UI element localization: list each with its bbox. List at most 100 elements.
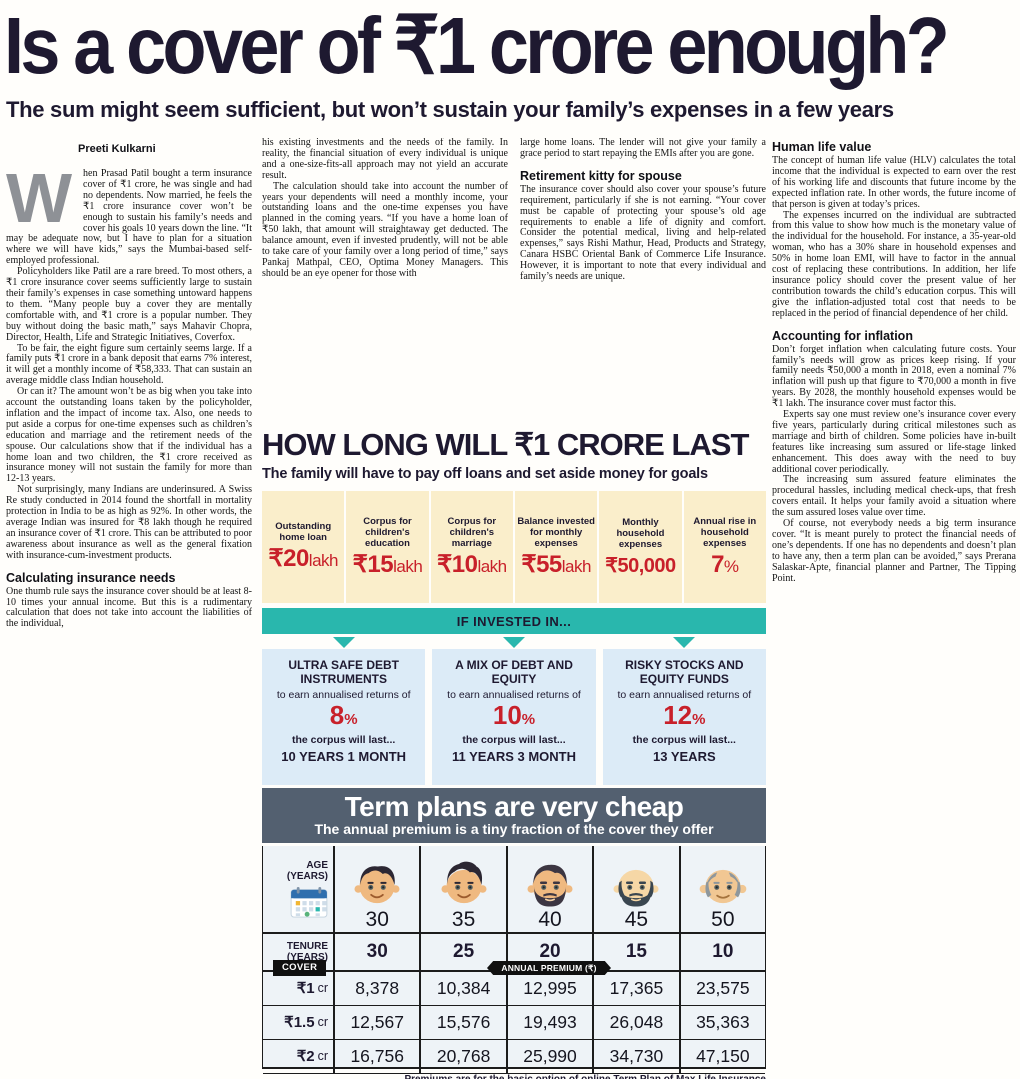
arrow-down-icon <box>503 637 525 648</box>
section-heading: Calculating insurance needs <box>6 570 176 585</box>
expense-label: Corpus for children's marriage <box>447 515 497 549</box>
table-header: Term plans are very cheap The annual pre… <box>262 788 766 843</box>
tenure-cell: 15 <box>592 934 678 970</box>
option-rate: 8% <box>329 700 358 730</box>
infographic-term-plans: Term plans are very cheap The annual pre… <box>262 788 766 1079</box>
option-name: ULTRA SAFE DEBT INSTRUMENTS <box>288 658 399 686</box>
option-duration: 13 YEARS <box>653 749 716 764</box>
paragraph: One thumb rule says the insurance cover … <box>6 585 252 630</box>
age-value: 45 <box>624 908 649 931</box>
paragraph: The expenses incurred on the individual … <box>772 209 1016 319</box>
paragraph: Experts say one must review one’s insura… <box>772 409 1016 475</box>
table-title: Term plans are very cheap <box>344 791 684 822</box>
paragraph: large home loans. The lender will not gi… <box>520 138 766 159</box>
byline: Preeti Kulkarni <box>78 143 156 155</box>
option-duration: 11 YEARS 3 MONTH <box>451 749 576 764</box>
premium-cell: 35,363 <box>678 1006 765 1039</box>
tenure-row: TENURE (YEARS) 30 25 20 15 10 <box>263 934 765 972</box>
cover-badge: COVER <box>273 960 327 976</box>
paragraph: The increasing sum assured feature elimi… <box>772 474 1016 519</box>
option-sub: to earn annualised returns of <box>447 689 581 701</box>
article-column-2: his existing investments and the needs o… <box>262 138 508 428</box>
table-subtitle: The annual premium is a tiny fraction of… <box>314 821 714 837</box>
age-cell: 30 <box>333 846 419 932</box>
dropcap-letter: W <box>6 159 73 237</box>
cover-row-label: ₹1.5 cr <box>284 1014 328 1031</box>
tenure-label: TENURE <box>286 941 328 952</box>
age-label: AGE <box>306 860 328 871</box>
tenure-cell: 25 <box>419 934 505 970</box>
option-last-label: the corpus will last... <box>462 734 566 746</box>
premium-cell: 34,730 <box>592 1040 678 1073</box>
man-age-40-icon <box>527 864 573 907</box>
investment-option: RISKY STOCKS AND EQUITY FUNDS to earn an… <box>602 649 766 785</box>
paragraph: Don’t forget inflation when calculating … <box>772 343 1016 410</box>
subheadline: The sum might seem sufficient, but won’t… <box>6 97 894 122</box>
premium-cell: 8,378 <box>333 972 419 1005</box>
age-value: 50 <box>711 908 735 931</box>
man-age-45-icon <box>613 869 659 907</box>
premium-row: ₹1.5 cr 12,567 15,576 19,493 26,048 35,36… <box>263 1006 765 1040</box>
section-heading: Retirement kitty for spouse <box>520 168 682 183</box>
table-caption: Premiums are for the basic option of onl… <box>262 1074 766 1079</box>
premium-cell: 19,493 <box>505 1006 592 1039</box>
expense-label: Outstanding home loan <box>275 521 332 543</box>
premium-cell: 12,567 <box>333 1006 419 1039</box>
option-name: A MIX OF DEBT AND EQUITY <box>455 658 573 686</box>
investment-options: ULTRA SAFE DEBT INSTRUMENTS to earn annu… <box>262 649 766 785</box>
expense-label: Balance invested for monthly expenses <box>517 515 595 549</box>
premium-row: ₹1 cr 8,378 10,384 12,995 17,365 23,575 <box>263 972 765 1006</box>
option-name: RISKY STOCKS AND EQUITY FUNDS <box>625 658 744 686</box>
article-column-4: Human life value The concept of human li… <box>772 138 1016 1079</box>
expense-value: 7% <box>711 550 739 578</box>
paragraph: his existing investments and the needs o… <box>262 138 508 181</box>
tenure-row-label: TENURE (YEARS) <box>263 934 333 970</box>
expense-box: Outstanding home loan ₹20lakh <box>262 491 345 603</box>
cover-row-label: ₹1 cr <box>296 980 328 997</box>
premium-cell: 12,995 <box>505 972 592 1005</box>
infographic-subtitle: The family will have to pay off loans an… <box>262 466 708 482</box>
premium-row: ₹2 cr 16,756 20,768 25,990 34,730 47,150 <box>263 1040 765 1074</box>
premium-cell: 47,150 <box>678 1040 765 1073</box>
paragraph: Or can it? The amount won’t be as big wh… <box>6 386 252 485</box>
tenure-cell: 30 <box>333 934 419 970</box>
age-cell: 40 <box>505 846 592 932</box>
age-row-label: AGE (YEARS) <box>263 846 333 932</box>
expense-label: Annual rise in household expenses <box>693 515 757 549</box>
premium-cell: 23,575 <box>678 972 765 1005</box>
man-age-30-icon <box>354 866 400 904</box>
expense-box: Corpus for children's education ₹15lakh <box>346 491 429 603</box>
paragraph: The insurance cover should also cover yo… <box>520 183 766 283</box>
article-column-3: large home loans. The lender will not gi… <box>520 138 766 428</box>
tenure-cell: 10 <box>678 934 765 970</box>
paragraph-text: hen Prasad Patil bought a term insurance… <box>6 168 252 267</box>
option-duration: 10 YEARS 1 MONTH <box>281 749 407 764</box>
tenure-label-units: (YEARS) <box>286 952 328 963</box>
investment-option: ULTRA SAFE DEBT INSTRUMENTS to earn annu… <box>262 649 426 785</box>
premium-cell: 15,576 <box>419 1006 505 1039</box>
option-sub: to earn annualised returns of <box>276 689 411 701</box>
section-heading: Accounting for inflation <box>772 328 913 343</box>
expense-value: ₹55lakh <box>521 550 591 578</box>
paragraph: Not surprisingly, many Indians are under… <box>6 484 252 561</box>
premium-cell: 10,384 <box>419 972 505 1005</box>
expense-box: Monthly household expenses ₹50,000 <box>599 491 682 603</box>
arrow-down-icon <box>333 637 355 648</box>
expense-label: Corpus for children's education <box>363 515 412 549</box>
paragraph: The calculation should take into account… <box>262 180 508 279</box>
expense-value: ₹20lakh <box>268 545 338 572</box>
paragraph: To be fair, the eight figure sum certain… <box>6 342 252 387</box>
expense-value: ₹15lakh <box>352 550 423 578</box>
age-label-units: (YEARS) <box>286 871 328 882</box>
expense-value: ₹50,000 <box>605 554 676 577</box>
age-value: 35 <box>451 908 476 931</box>
expense-box: Corpus for children's marriage ₹10lakh <box>430 491 513 603</box>
annual-premium-badge: ANNUAL PREMIUM (₹) <box>487 961 611 975</box>
investment-option: A MIX OF DEBT AND EQUITY to earn annuali… <box>432 649 596 785</box>
age-row: AGE (YEARS) <box>263 846 765 934</box>
premium-cell: 26,048 <box>592 1006 678 1039</box>
expense-box: Annual rise in household expenses 7% <box>683 491 766 603</box>
